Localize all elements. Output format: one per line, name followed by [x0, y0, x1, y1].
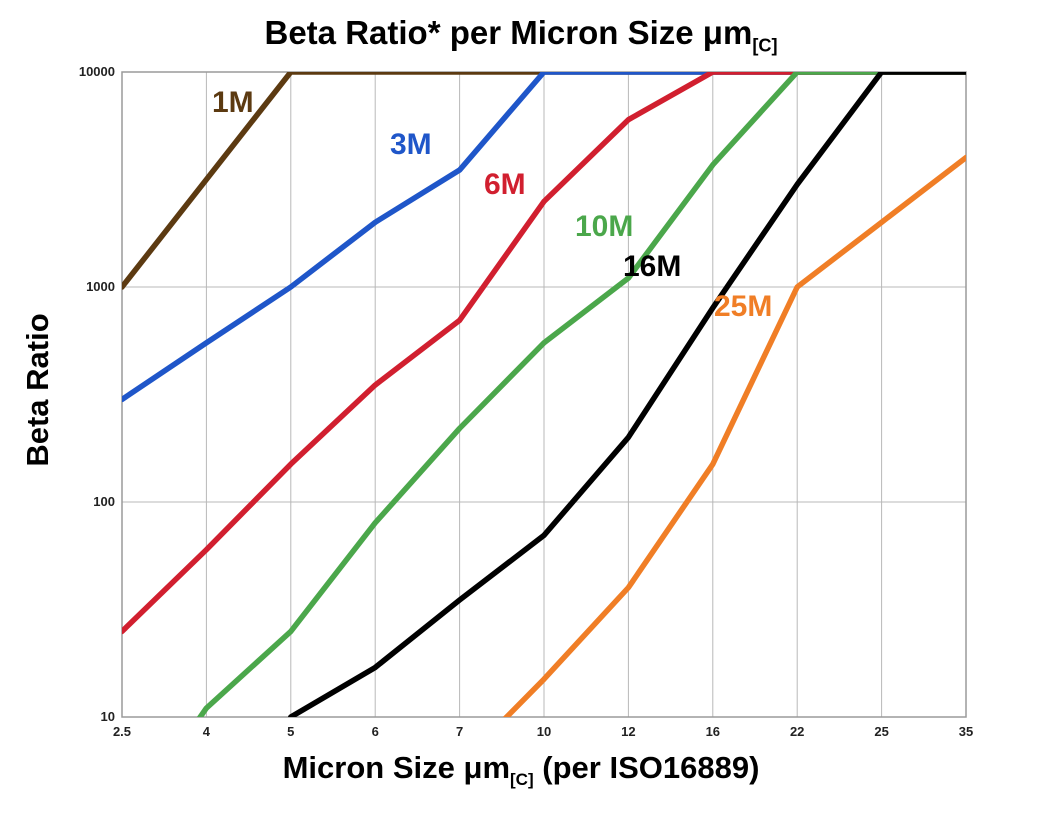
- series-line-25M: [502, 154, 966, 717]
- x-axis-title-text: Micron Size μm: [282, 750, 511, 785]
- series-group: [122, 72, 966, 717]
- x-tick-label: 7: [456, 724, 463, 739]
- x-tick-label: 4: [203, 724, 211, 739]
- series-line-16M: [288, 72, 966, 717]
- x-tick-label: 12: [621, 724, 635, 739]
- series-label-6M: 6M: [484, 168, 526, 201]
- series-line-6M: [122, 72, 966, 635]
- x-tick-label: 6: [372, 724, 379, 739]
- series-line-1M: [122, 72, 966, 290]
- y-tick-label: 100: [93, 494, 115, 509]
- x-axis-title-suffix: (per ISO16889): [533, 750, 760, 785]
- chart-title-subscript: [C]: [752, 35, 778, 56]
- chart-title-text: Beta Ratio* per Micron Size μm: [264, 14, 753, 51]
- x-tick-label: 25: [874, 724, 888, 739]
- x-tick-label: 2.5: [113, 724, 131, 739]
- series-line-10M: [196, 72, 966, 717]
- x-tick-label: 10: [537, 724, 551, 739]
- y-tick-label: 10: [101, 709, 115, 724]
- series-label-16M: 16M: [623, 250, 681, 283]
- x-tick-label: 5: [287, 724, 294, 739]
- x-axis-title: Micron Size μm[C] (per ISO16889): [0, 750, 1042, 790]
- series-label-1M: 1M: [212, 86, 254, 119]
- series-label-25M: 25M: [714, 290, 772, 323]
- y-tick-label: 10000: [79, 64, 115, 79]
- x-tick-label: 35: [959, 724, 973, 739]
- x-tick-label: 22: [790, 724, 804, 739]
- x-axis-title-subscript: [C]: [510, 770, 534, 790]
- y-tick-label: 1000: [86, 279, 115, 294]
- series-label-10M: 10M: [575, 210, 633, 243]
- chart-title: Beta Ratio* per Micron Size μm[C]: [0, 14, 1042, 57]
- series-line-3M: [122, 72, 966, 403]
- x-tick-label: 16: [706, 724, 720, 739]
- series-label-3M: 3M: [390, 128, 432, 161]
